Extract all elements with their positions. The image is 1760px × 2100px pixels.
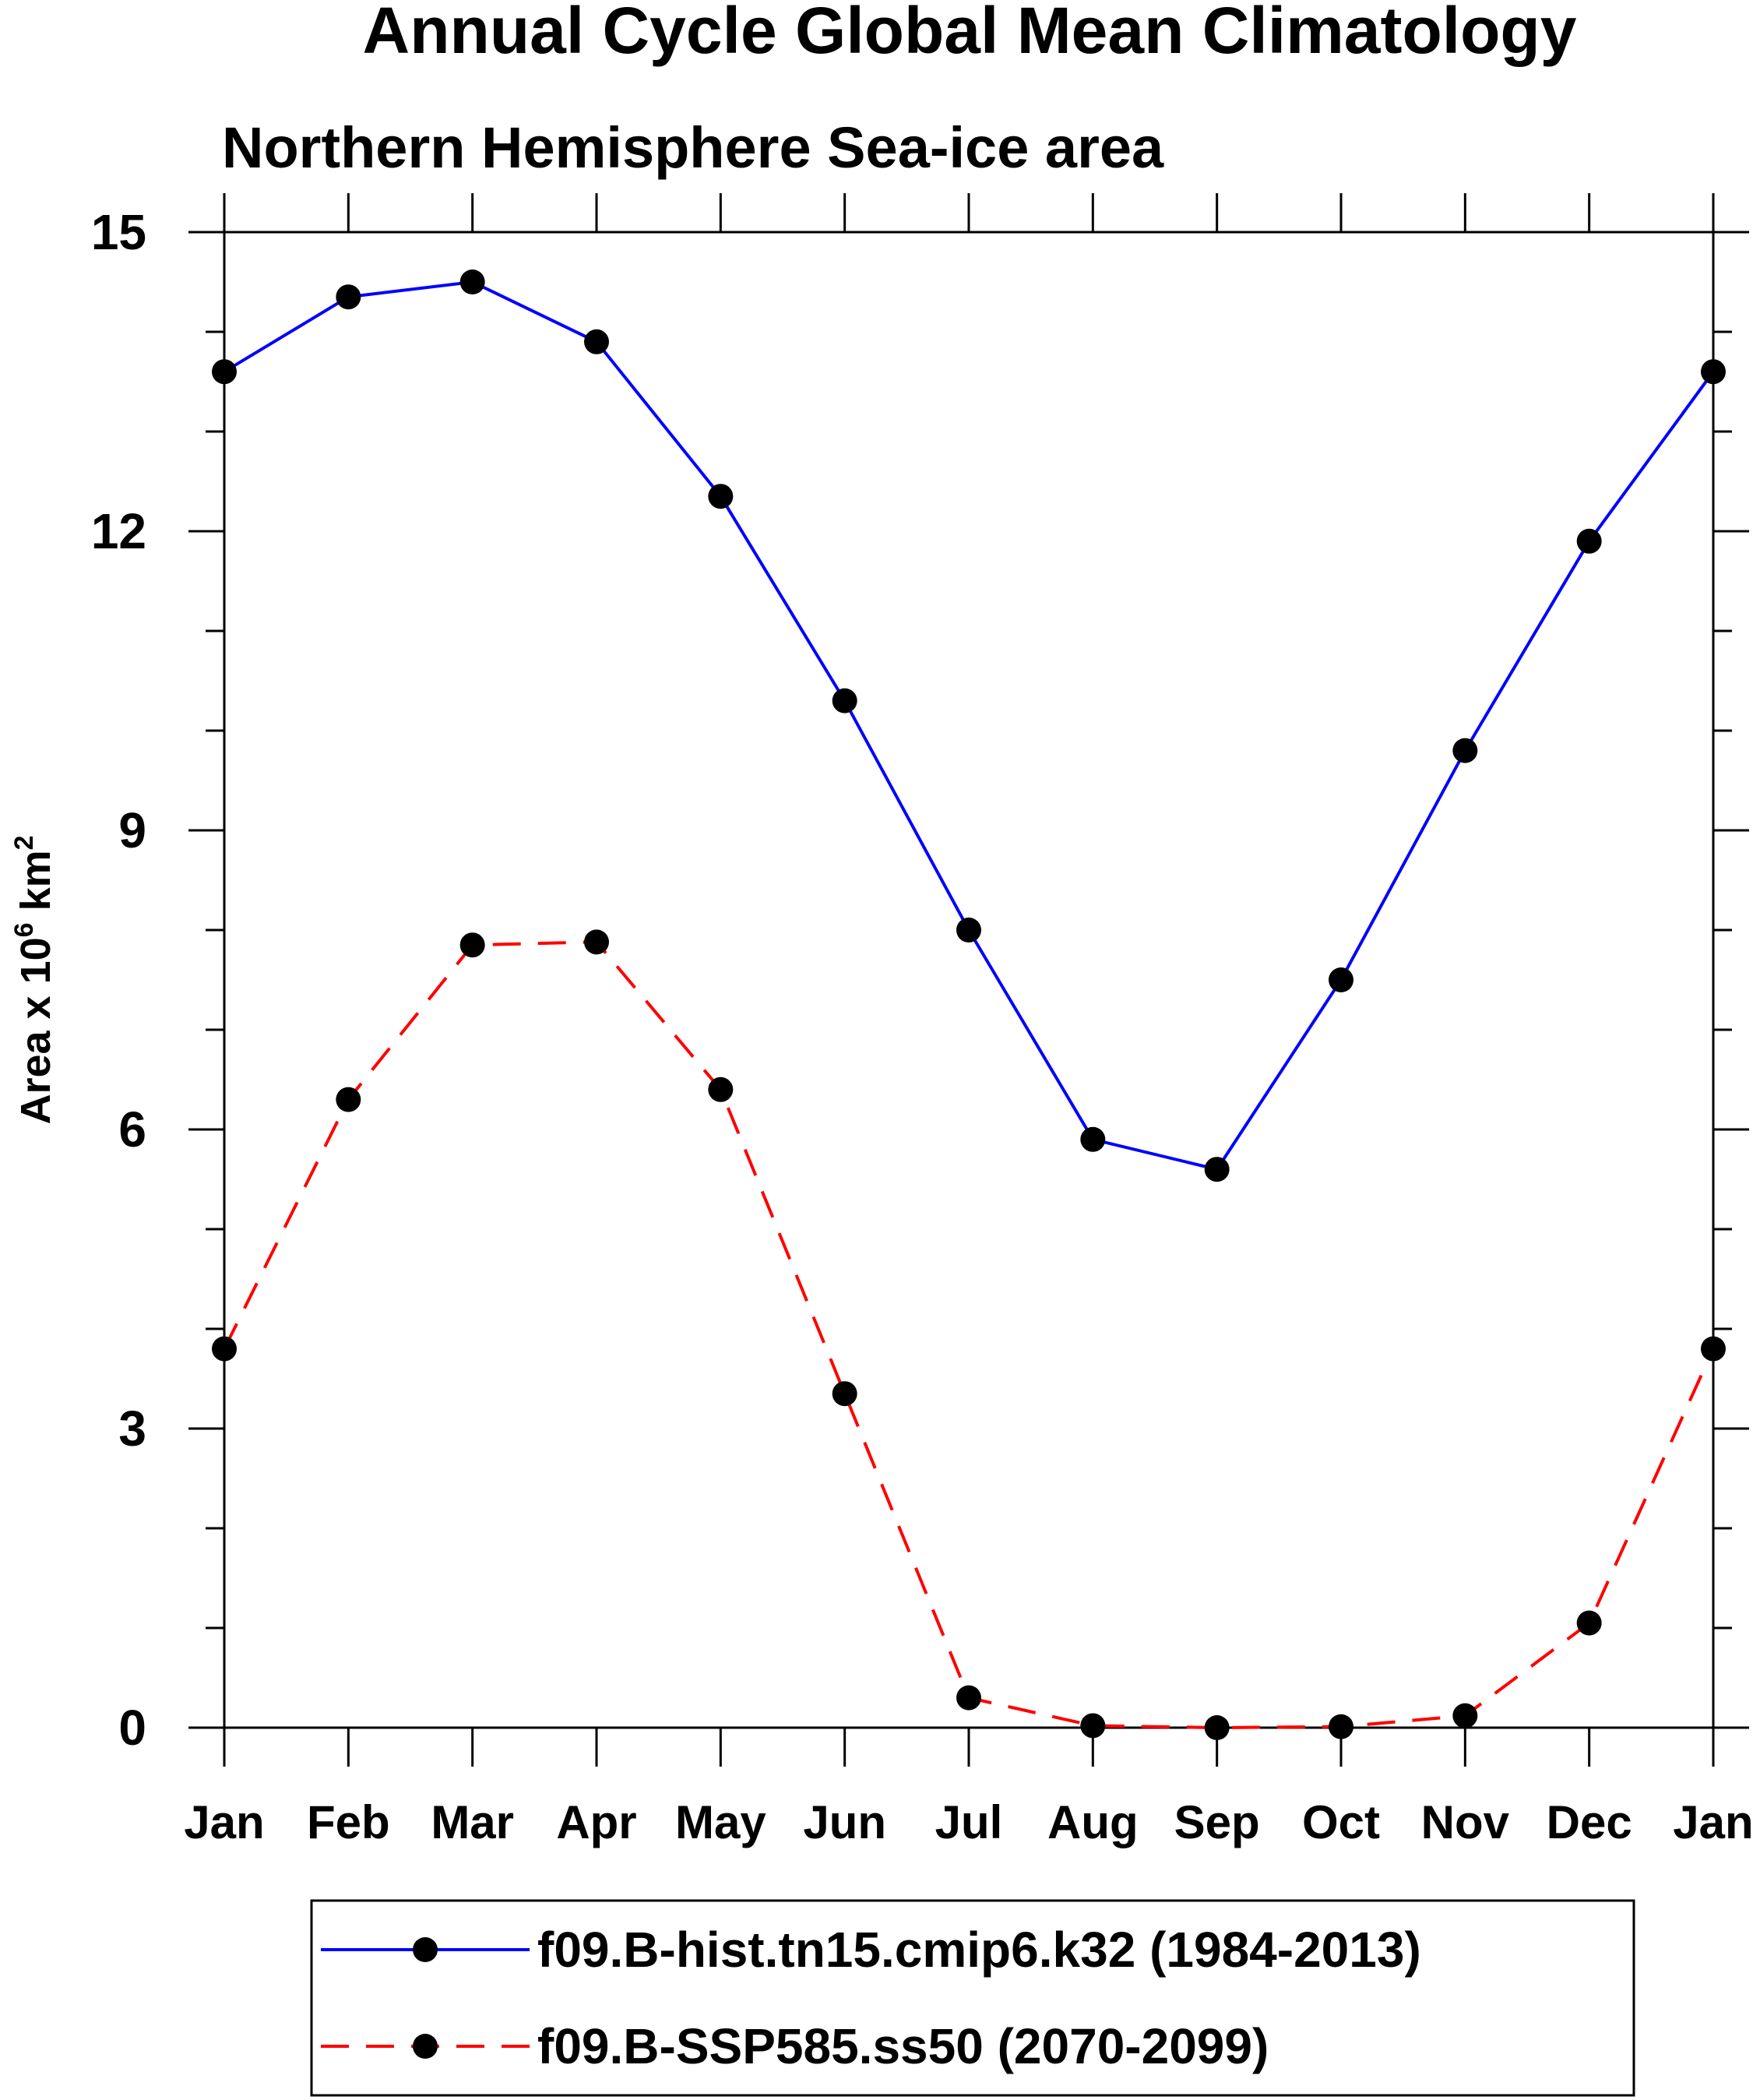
data-point — [459, 270, 485, 294]
plot-frame — [223, 231, 1715, 1729]
data-point — [459, 932, 485, 958]
legend-label: f09.B-hist.tn15.cmip6.k32 (1984-2013) — [537, 1922, 1421, 1978]
x-tick-label: Nov — [1421, 1796, 1510, 1848]
data-point — [1701, 359, 1726, 385]
x-tick-label: Dec — [1547, 1796, 1632, 1848]
y-tick-label: 0 — [118, 1700, 146, 1756]
x-tick-label: Feb — [307, 1796, 390, 1848]
data-point — [336, 1087, 361, 1112]
data-point — [1080, 1126, 1106, 1152]
legend-marker — [413, 1937, 438, 1962]
data-point — [1204, 1157, 1230, 1182]
x-tick-label: Jul — [935, 1796, 1003, 1848]
legend-marker — [413, 2034, 438, 2059]
chart-title: Annual Cycle Global Mean Climatology — [363, 0, 1577, 67]
series-layer — [212, 270, 1726, 1740]
series-2 — [212, 929, 1726, 1740]
data-point — [212, 1336, 237, 1362]
data-point — [708, 484, 734, 509]
data-point — [1080, 1713, 1106, 1739]
legend-label: f09.B-SSP585.ss50 (2070-2099) — [537, 2018, 1269, 2074]
x-tick-label: Aug — [1047, 1796, 1139, 1848]
data-point — [708, 1076, 734, 1102]
data-point — [1329, 967, 1353, 992]
x-tick-label: Apr — [556, 1796, 636, 1848]
legend-box — [310, 1899, 1635, 2097]
y-tick-label: 15 — [91, 204, 146, 260]
chart-subtitle: Northern Hemisphere Sea-ice area — [222, 115, 1164, 180]
legend: f09.B-hist.tn15.cmip6.k32 (1984-2013) f09… — [321, 1922, 1421, 2074]
x-tick-label: May — [675, 1796, 766, 1848]
y-tick-labels: 0 3 6 9 12 15 — [91, 204, 146, 1756]
x-ticks — [223, 193, 1715, 1767]
x-tick-label: Jan — [1673, 1796, 1753, 1848]
series-line — [223, 940, 1715, 1730]
x-tick-label: Mar — [431, 1796, 514, 1848]
data-point — [336, 284, 361, 310]
x-tick-label: Sep — [1174, 1796, 1260, 1848]
data-point — [212, 359, 237, 385]
y-ticks — [188, 231, 1749, 1729]
series-line — [223, 280, 1715, 1172]
x-tick-labels: Jan Feb Mar Apr May Jun Jul Aug Sep Oct Nov Dec Jan — [184, 1796, 1753, 1848]
series-1 — [212, 270, 1726, 1182]
x-tick-label: Oct — [1302, 1796, 1380, 1848]
y-tick-label: 3 — [118, 1401, 146, 1457]
data-point — [832, 688, 857, 714]
y-tick-label: 9 — [118, 802, 146, 858]
y-tick-label: 12 — [91, 503, 146, 559]
x-tick-label: Jan — [184, 1796, 264, 1848]
data-point — [1576, 1610, 1602, 1636]
y-axis-label: Area x 106 km2 — [9, 835, 59, 1124]
data-point — [584, 329, 609, 354]
data-point — [956, 918, 981, 943]
data-point — [1452, 1703, 1478, 1728]
data-point — [1329, 1714, 1353, 1739]
data-point — [832, 1381, 857, 1407]
data-point — [1452, 738, 1478, 763]
data-point — [1576, 528, 1602, 554]
y-tick-label: 6 — [118, 1101, 146, 1157]
data-point — [584, 929, 609, 955]
data-point — [956, 1685, 981, 1711]
data-point — [1701, 1336, 1726, 1362]
data-point — [1204, 1715, 1230, 1740]
x-tick-label: Jun — [803, 1796, 886, 1848]
